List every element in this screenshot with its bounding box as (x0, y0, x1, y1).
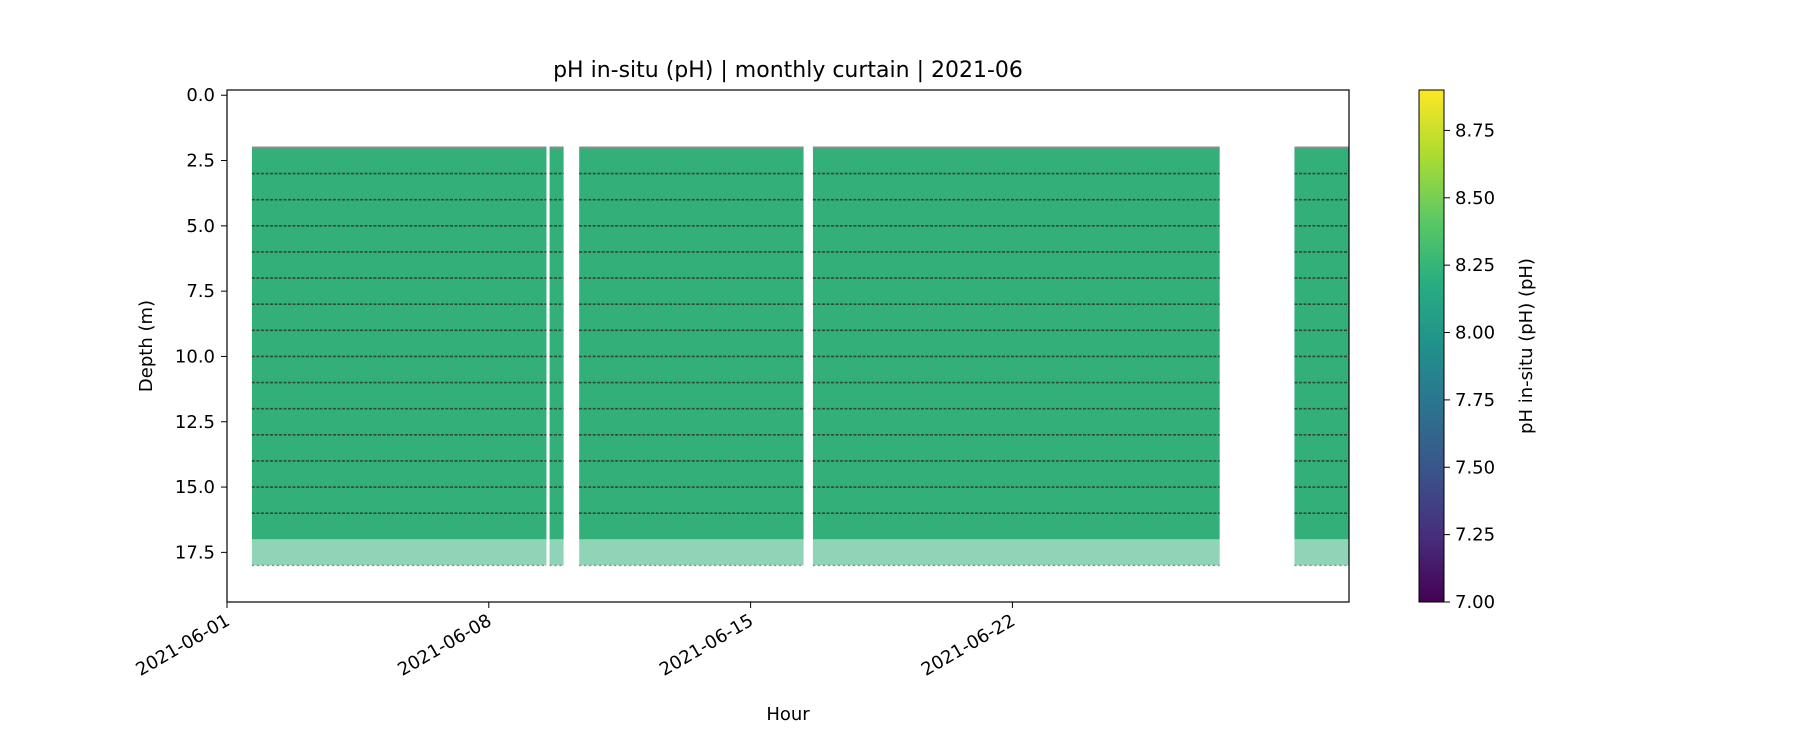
y-tick-label: 12.5 (175, 412, 215, 433)
colorbar-tick-label: 8.25 (1455, 255, 1495, 276)
y-tick-label: 5.0 (186, 216, 215, 237)
x-tick-label: 2021-06-01 (132, 610, 233, 680)
colorbar-tick-label: 7.50 (1455, 457, 1495, 478)
x-axis-label: Hour (766, 704, 810, 725)
x-axis: 2021-06-01 2021-06-08 2021-06-15 2021-06-22 (132, 602, 1019, 681)
y-tick-label: 17.5 (175, 542, 215, 563)
colorbar-tick-label: 8.00 (1455, 323, 1495, 344)
y-tick-label: 10.0 (175, 346, 215, 367)
colorbar-tick-label: 7.75 (1455, 390, 1495, 411)
plot-area (251, 146, 1349, 567)
data-block-fringe-4 (1294, 539, 1349, 566)
y-axis: 0.0 2.5 5.0 7.5 10.0 12.5 15.0 17.5 (175, 85, 227, 563)
y-tick-label: 2.5 (186, 151, 215, 172)
data-block-fringe-2 (579, 539, 804, 566)
data-block-fringe-0 (251, 539, 547, 566)
colorbar: 7.00 7.25 7.50 7.75 8.00 8.25 8.50 8.75 pH in-s… (1418, 89, 1537, 613)
data-block-fringe-1 (549, 539, 564, 566)
data-block-2 (579, 147, 804, 540)
plot-frame (226, 89, 1350, 603)
chart-title: pH in-situ (pH) | monthly curtain | 2021… (553, 58, 1023, 83)
data-block-4 (1294, 147, 1349, 540)
colorbar-label: pH in-situ (pH) (pH) (1516, 258, 1537, 434)
colorbar-tick-label: 8.50 (1455, 188, 1495, 209)
colorbar-gradient (1418, 89, 1445, 603)
data-block-1 (549, 147, 564, 540)
y-axis-label: Depth (m) (136, 300, 157, 392)
colorbar-tick-label: 8.75 (1455, 120, 1495, 141)
x-tick-label: 2021-06-22 (918, 610, 1019, 680)
colorbar-tick-label: 7.25 (1455, 525, 1495, 546)
data-blocks (251, 146, 1349, 567)
data-block-3 (812, 147, 1220, 540)
y-tick-label: 15.0 (175, 477, 215, 498)
data-block-fringe-3 (812, 539, 1220, 566)
x-tick-label: 2021-06-15 (656, 610, 757, 680)
y-tick-label: 7.5 (186, 281, 215, 302)
colorbar-ticks: 7.00 7.25 7.50 7.75 8.00 8.25 8.50 8.75 (1444, 120, 1495, 613)
colorbar-tick-label: 7.00 (1455, 592, 1495, 613)
sensor-lines (251, 172, 1349, 514)
data-block-0 (251, 147, 547, 540)
y-tick-label: 0.0 (186, 85, 215, 106)
x-tick-label: 2021-06-08 (394, 610, 495, 680)
